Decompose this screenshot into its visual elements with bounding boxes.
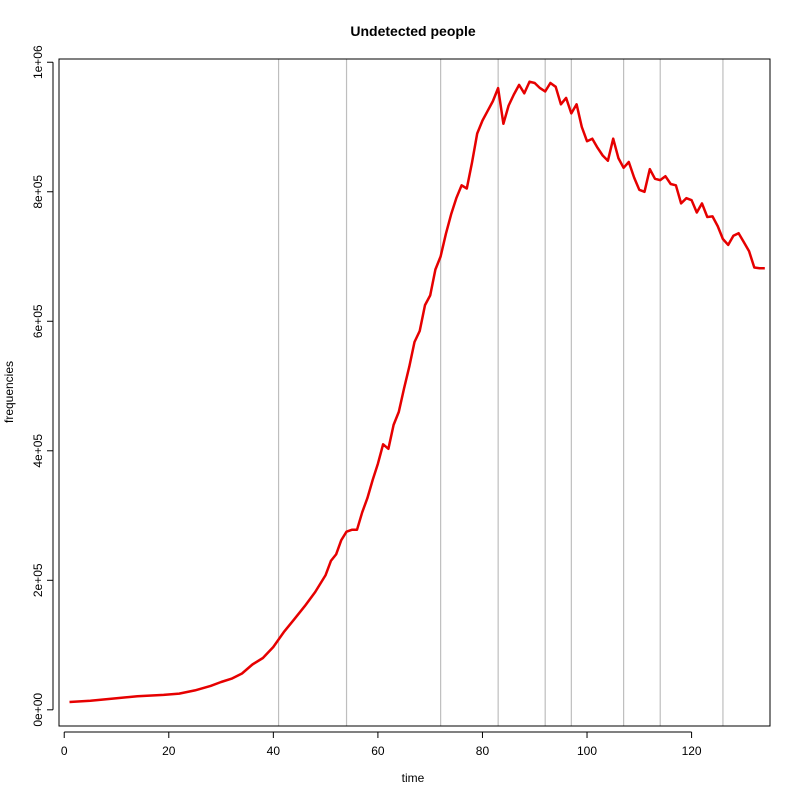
- y-tick-label: 6e+05: [31, 304, 45, 338]
- x-tick-label: 40: [267, 744, 281, 758]
- x-tick-label: 120: [682, 744, 702, 758]
- x-axis: 0 20 40 60 80 100 120: [61, 731, 702, 758]
- series-group: [69, 80, 765, 704]
- y-tick-label: 8e+05: [31, 175, 45, 209]
- x-tick-label: 60: [371, 744, 385, 758]
- y-axis: 0e+00 2e+05 4e+05 6e+05 8e+05 1e+06: [31, 45, 54, 727]
- x-tick-label: 20: [162, 744, 176, 758]
- x-tick-label: 80: [476, 744, 490, 758]
- reference-lines: [277, 59, 724, 726]
- y-tick-label: 1e+06: [31, 45, 45, 79]
- plot-frame: [58, 58, 771, 727]
- chart-title: Undetected people: [350, 23, 475, 39]
- y-tick-label: 4e+05: [31, 434, 45, 468]
- x-tick-label: 0: [61, 744, 68, 758]
- series-line-0: [69, 80, 765, 704]
- x-tick-label: 100: [577, 744, 597, 758]
- y-tick-label: 2e+05: [31, 563, 45, 597]
- y-axis-label: frequencies: [2, 361, 16, 423]
- y-tick-label: 0e+00: [31, 693, 45, 727]
- x-axis-label: time: [402, 771, 425, 785]
